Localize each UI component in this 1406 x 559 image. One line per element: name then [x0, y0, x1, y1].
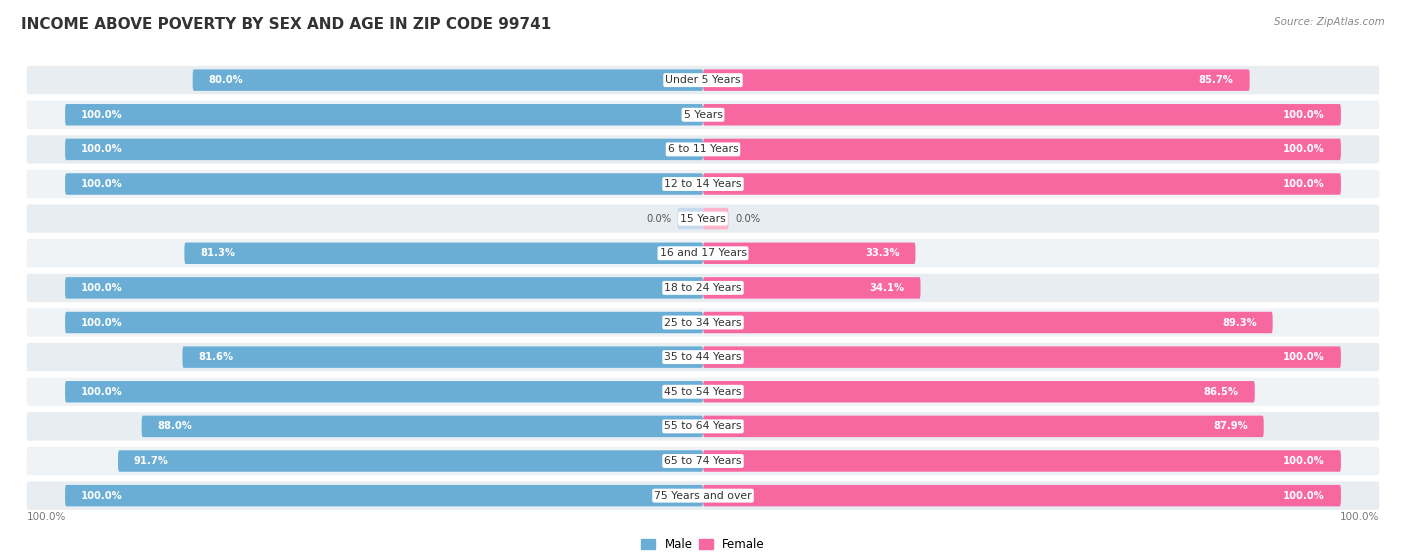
Text: 100.0%: 100.0%: [82, 491, 122, 501]
Text: 45 to 54 Years: 45 to 54 Years: [664, 387, 742, 397]
Text: 100.0%: 100.0%: [1284, 352, 1324, 362]
FancyBboxPatch shape: [65, 104, 703, 126]
Text: 25 to 34 Years: 25 to 34 Years: [664, 318, 742, 328]
Text: 0.0%: 0.0%: [645, 214, 671, 224]
Text: 33.3%: 33.3%: [865, 248, 900, 258]
FancyBboxPatch shape: [27, 343, 1379, 371]
FancyBboxPatch shape: [703, 243, 915, 264]
FancyBboxPatch shape: [27, 447, 1379, 475]
FancyBboxPatch shape: [65, 277, 703, 299]
FancyBboxPatch shape: [27, 66, 1379, 94]
Text: 100.0%: 100.0%: [1340, 512, 1379, 522]
FancyBboxPatch shape: [703, 451, 1341, 472]
Text: 85.7%: 85.7%: [1199, 75, 1233, 85]
Legend: Male, Female: Male, Female: [637, 533, 769, 556]
Text: 15 Years: 15 Years: [681, 214, 725, 224]
FancyBboxPatch shape: [703, 347, 1341, 368]
FancyBboxPatch shape: [65, 312, 703, 333]
FancyBboxPatch shape: [65, 381, 703, 402]
FancyBboxPatch shape: [703, 139, 1341, 160]
Text: 100.0%: 100.0%: [82, 387, 122, 397]
FancyBboxPatch shape: [27, 377, 1379, 406]
FancyBboxPatch shape: [27, 309, 1379, 337]
Text: 100.0%: 100.0%: [1284, 491, 1324, 501]
Text: 89.3%: 89.3%: [1222, 318, 1257, 328]
Text: 100.0%: 100.0%: [1284, 456, 1324, 466]
FancyBboxPatch shape: [193, 69, 703, 91]
Text: 55 to 64 Years: 55 to 64 Years: [664, 421, 742, 432]
Text: 16 and 17 Years: 16 and 17 Years: [659, 248, 747, 258]
FancyBboxPatch shape: [118, 451, 703, 472]
FancyBboxPatch shape: [27, 101, 1379, 129]
Text: 18 to 24 Years: 18 to 24 Years: [664, 283, 742, 293]
FancyBboxPatch shape: [27, 170, 1379, 198]
FancyBboxPatch shape: [65, 139, 703, 160]
Text: 80.0%: 80.0%: [208, 75, 243, 85]
FancyBboxPatch shape: [27, 205, 1379, 233]
FancyBboxPatch shape: [678, 208, 703, 229]
Text: 6 to 11 Years: 6 to 11 Years: [668, 144, 738, 154]
Text: 100.0%: 100.0%: [82, 179, 122, 189]
Text: 0.0%: 0.0%: [735, 214, 761, 224]
FancyBboxPatch shape: [183, 347, 703, 368]
Text: 100.0%: 100.0%: [1284, 179, 1324, 189]
Text: 87.9%: 87.9%: [1213, 421, 1247, 432]
Text: 100.0%: 100.0%: [82, 110, 122, 120]
Text: 100.0%: 100.0%: [27, 512, 66, 522]
FancyBboxPatch shape: [27, 135, 1379, 164]
FancyBboxPatch shape: [703, 104, 1341, 126]
Text: 100.0%: 100.0%: [82, 283, 122, 293]
FancyBboxPatch shape: [703, 277, 921, 299]
Text: 91.7%: 91.7%: [134, 456, 169, 466]
FancyBboxPatch shape: [27, 481, 1379, 510]
Text: 75 Years and over: 75 Years and over: [654, 491, 752, 501]
FancyBboxPatch shape: [703, 312, 1272, 333]
FancyBboxPatch shape: [703, 69, 1250, 91]
Text: 12 to 14 Years: 12 to 14 Years: [664, 179, 742, 189]
FancyBboxPatch shape: [27, 274, 1379, 302]
FancyBboxPatch shape: [27, 412, 1379, 440]
FancyBboxPatch shape: [65, 173, 703, 195]
Text: Under 5 Years: Under 5 Years: [665, 75, 741, 85]
Text: 35 to 44 Years: 35 to 44 Years: [664, 352, 742, 362]
FancyBboxPatch shape: [703, 381, 1254, 402]
FancyBboxPatch shape: [27, 239, 1379, 267]
Text: 81.6%: 81.6%: [198, 352, 233, 362]
Text: 34.1%: 34.1%: [869, 283, 904, 293]
Text: 100.0%: 100.0%: [82, 318, 122, 328]
FancyBboxPatch shape: [142, 416, 703, 437]
FancyBboxPatch shape: [703, 173, 1341, 195]
Text: Source: ZipAtlas.com: Source: ZipAtlas.com: [1274, 17, 1385, 27]
FancyBboxPatch shape: [703, 485, 1341, 506]
FancyBboxPatch shape: [65, 485, 703, 506]
Text: 100.0%: 100.0%: [82, 144, 122, 154]
Text: 86.5%: 86.5%: [1204, 387, 1239, 397]
Text: 81.3%: 81.3%: [200, 248, 235, 258]
Text: 88.0%: 88.0%: [157, 421, 193, 432]
Text: 100.0%: 100.0%: [1284, 110, 1324, 120]
Text: 100.0%: 100.0%: [1284, 144, 1324, 154]
Text: INCOME ABOVE POVERTY BY SEX AND AGE IN ZIP CODE 99741: INCOME ABOVE POVERTY BY SEX AND AGE IN Z…: [21, 17, 551, 32]
FancyBboxPatch shape: [184, 243, 703, 264]
Text: 65 to 74 Years: 65 to 74 Years: [664, 456, 742, 466]
Text: 5 Years: 5 Years: [683, 110, 723, 120]
FancyBboxPatch shape: [703, 208, 728, 229]
FancyBboxPatch shape: [703, 416, 1264, 437]
